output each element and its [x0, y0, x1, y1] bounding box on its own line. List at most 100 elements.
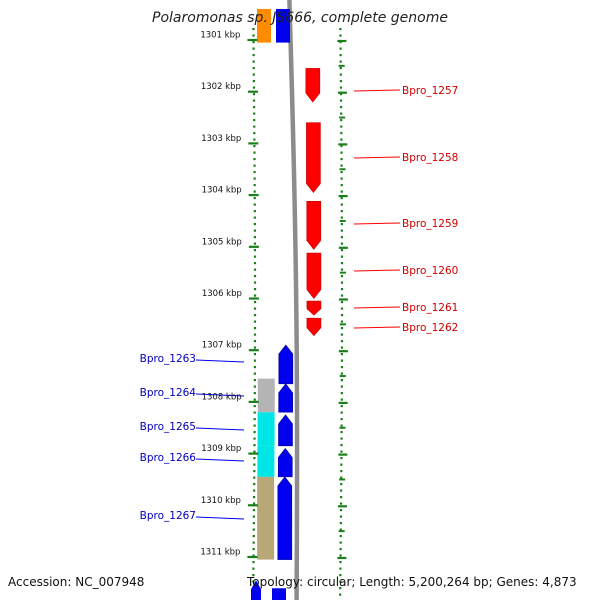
cog-block: [257, 445, 275, 477]
left-track-dot: [253, 112, 256, 115]
right-track-dot: [340, 379, 343, 382]
left-track-dot: [252, 34, 255, 37]
right-track-dot: [340, 476, 343, 479]
gene-arrow-forward: [305, 68, 321, 103]
right-track-dot: [340, 106, 343, 109]
right-track-dot: [339, 580, 342, 583]
left-track-dot: [252, 502, 256, 505]
right-track-dot: [340, 405, 343, 408]
right-track-dot: [340, 483, 343, 486]
right-track-dot: [339, 60, 342, 63]
gene-features: [251, 8, 322, 604]
right-track-dot: [339, 509, 343, 512]
cog-block: [257, 378, 275, 413]
left-track-dot: [252, 80, 255, 83]
left-track-dot: [253, 197, 256, 200]
right-track-dot: [339, 574, 342, 577]
gene-label: Bpro_1258: [402, 152, 458, 164]
right-track-dot: [339, 561, 342, 564]
left-track-dot: [252, 574, 255, 577]
left-track-dot: [253, 392, 256, 395]
gene-arrow-forward: [306, 122, 321, 194]
left-track-dot: [253, 470, 256, 473]
right-track-dot: [339, 67, 342, 70]
gene-arrow-reverse: [277, 476, 293, 560]
left-track-dot: [253, 281, 257, 284]
right-track-dot: [339, 548, 342, 551]
left-track-dot: [253, 437, 256, 440]
left-track-dot: [252, 580, 255, 583]
gene-label-leader: [195, 516, 245, 520]
right-track-dot: [340, 411, 343, 414]
right-track-dot: [340, 470, 343, 473]
left-track-dot: [253, 223, 256, 226]
partial-feature-bottom: [272, 588, 286, 604]
left-track-dot: [253, 171, 256, 174]
left-track-dot: [253, 405, 256, 408]
left-track-dot: [253, 353, 257, 356]
left-tick-track: [252, 28, 257, 596]
right-track-dot: [340, 184, 343, 187]
left-track-dot: [252, 535, 255, 538]
left-track-dot: [253, 132, 256, 135]
ruler-label: 1308 kbp: [202, 392, 242, 402]
left-track-dot: [253, 418, 256, 421]
gene-arrow-forward: [306, 252, 322, 299]
left-track-dot: [253, 457, 256, 460]
left-track-dot: [253, 106, 256, 109]
right-track-dot: [340, 164, 343, 167]
ruler-label: 1310 kbp: [201, 496, 241, 506]
gene-label-leader: [195, 359, 245, 363]
right-track-dot: [340, 112, 343, 115]
right-track-dot: [340, 210, 343, 213]
gene-label-leader: [353, 222, 401, 225]
left-track-dot: [253, 158, 256, 161]
right-track-dot: [339, 554, 342, 557]
left-track-dot: [253, 366, 257, 369]
right-track-dot: [340, 236, 344, 239]
right-track-dot: [340, 294, 344, 297]
ruler-label: 1305 kbp: [202, 237, 242, 247]
topology-text: Topology: circular; Length: 5,200,264 bp…: [247, 575, 577, 589]
left-track-dot: [253, 346, 257, 349]
right-track-dot: [339, 522, 342, 525]
partial-feature-top: [257, 8, 271, 43]
accession-text: Accession: NC_007948: [8, 575, 145, 589]
right-track-dot: [339, 502, 343, 505]
left-track-dot: [253, 372, 256, 375]
right-track-dot: [340, 229, 343, 232]
right-track-dot: [340, 249, 344, 252]
ruler-label: 1307 kbp: [202, 341, 242, 351]
right-track-dot: [340, 385, 343, 388]
gene-arrow-forward: [306, 201, 322, 250]
right-track-dot: [340, 268, 344, 271]
gene-label: Bpro_1257: [402, 85, 458, 97]
right-track-dot: [339, 73, 342, 76]
left-track-dot: [253, 411, 256, 414]
right-track-dot: [340, 158, 343, 161]
right-track-dot: [340, 281, 344, 284]
left-track-dot: [252, 554, 255, 557]
right-track-dot: [339, 86, 343, 89]
right-track-dot: [340, 171, 343, 174]
left-track-dot: [252, 509, 256, 512]
left-track-dot: [253, 314, 257, 317]
right-track-dot: [340, 346, 344, 349]
right-track-dot: [339, 587, 342, 590]
left-track-dot: [253, 255, 257, 258]
left-track-dot: [253, 327, 257, 330]
left-track-dot: [252, 41, 255, 44]
right-track-dot: [339, 54, 342, 57]
right-track-dot: [340, 145, 343, 148]
right-track-dot: [340, 372, 343, 375]
right-track-dot: [340, 177, 343, 180]
right-track-dot: [339, 528, 342, 531]
left-track-dot: [253, 307, 257, 310]
ruler-label: 1311 kbp: [200, 548, 240, 558]
right-track-dot: [340, 340, 344, 343]
left-track-dot: [253, 483, 256, 486]
right-track-dot: [340, 418, 343, 421]
right-track-dot: [340, 431, 343, 434]
gene-label-leader: [353, 306, 401, 309]
